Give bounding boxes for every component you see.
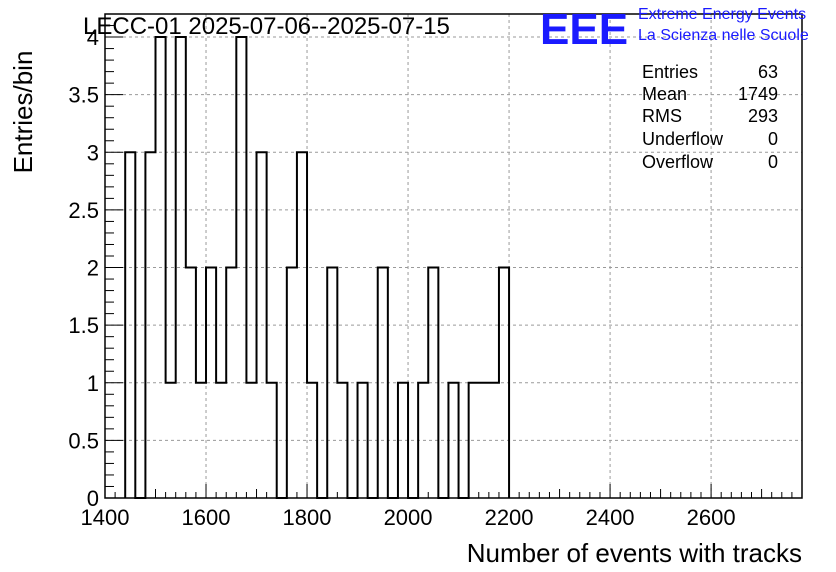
- plot-frame: [104, 13, 803, 499]
- x-tick-label: 2200: [485, 505, 534, 530]
- y-tick-label: 0.5: [68, 428, 99, 453]
- x-tick-label: 1800: [283, 505, 332, 530]
- y-tick-label: 2.5: [68, 198, 99, 223]
- chart-title: LECC-01 2025-07-06--2025-07-15: [83, 13, 450, 40]
- stats-value-underflow: 0: [768, 129, 778, 149]
- y-tick-labels: 0 0.5 1 1.5 2 2.5 3 3.5 4: [68, 25, 99, 511]
- y-tick-label: 2: [87, 256, 99, 281]
- x-tick-label: 1400: [81, 505, 130, 530]
- eee-logo-line1: Extreme Energy Events: [638, 6, 806, 23]
- x-tick-label: 1600: [182, 505, 231, 530]
- eee-logo-line2: La Scienza nelle Scuole: [638, 27, 809, 44]
- y-tick-label: 4: [87, 25, 99, 50]
- stats-value-entries: 63: [758, 62, 778, 82]
- x-tick-label: 2600: [687, 505, 736, 530]
- x-axis-label: Number of events with tracks: [467, 538, 802, 568]
- axis-ticks: [104, 25, 803, 499]
- stats-value-overflow: 0: [768, 152, 778, 172]
- x-tick-labels: 1400 1600 1800 2000 2200 2400 2600: [81, 505, 736, 530]
- stats-value-rms: 293: [748, 106, 778, 126]
- y-tick-label: 3: [87, 140, 99, 165]
- stats-value-mean: 1749: [738, 84, 778, 104]
- stats-label-overflow: Overflow: [642, 152, 714, 172]
- histogram-outline: [124, 36, 511, 499]
- y-tick-label: 3.5: [68, 83, 99, 108]
- stats-label-entries: Entries: [642, 62, 698, 82]
- y-axis-label: Entries/bin: [8, 51, 38, 174]
- y-tick-label: 0: [87, 486, 99, 511]
- y-tick-label: 1.5: [68, 313, 99, 338]
- x-tick-label: 2000: [384, 505, 433, 530]
- y-tick-label: 1: [87, 371, 99, 396]
- grid: [104, 14, 802, 499]
- stats-label-underflow: Underflow: [642, 129, 724, 149]
- eee-logo-letters: EEE: [540, 5, 628, 54]
- x-tick-label: 2400: [586, 505, 635, 530]
- stats-label-mean: Mean: [642, 84, 687, 104]
- stats-box: Entries 63 Mean 1749 RMS 293 Underflow 0…: [642, 62, 778, 172]
- stats-label-rms: RMS: [642, 106, 682, 126]
